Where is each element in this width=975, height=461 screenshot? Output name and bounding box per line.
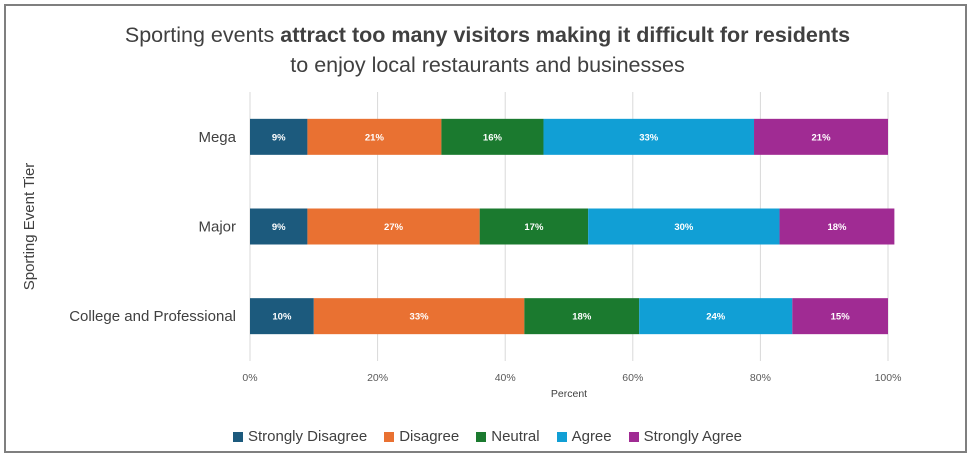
chart-title-part: Sporting events: [124, 23, 281, 47]
legend-label: Strongly Agree: [643, 428, 743, 445]
legend: Strongly Disagree Disagree Neutral Agree Str…: [6, 428, 969, 445]
x-tick-label: 100%: [875, 372, 902, 384]
y-category-label: College and Professional: [69, 308, 236, 325]
bar-segment: [479, 208, 589, 245]
bar-data-label: 30%: [674, 222, 694, 233]
chart-title-part: to enjoy local restaurants and businesse…: [290, 53, 685, 77]
bar-data-label: 21%: [365, 132, 385, 143]
bar-segment: [543, 118, 755, 155]
x-axis-label: Percent: [551, 388, 587, 400]
x-tick-labels: 0% 20% 40% 60% 80% 100%: [242, 372, 901, 384]
bar-data-label: 16%: [483, 132, 503, 143]
bar-data-label: 9%: [272, 222, 286, 233]
bar-segment: [250, 208, 308, 245]
y-category-labels: Mega Major College and Professional: [69, 129, 236, 325]
chart-frame: Sporting events attract too many visitor…: [4, 4, 967, 453]
legend-swatch: [476, 431, 487, 442]
x-tick-label: 60%: [622, 372, 643, 384]
bar-data-label: 27%: [384, 222, 404, 233]
legend-item: Disagree: [384, 428, 459, 445]
chart-title-part: attract too many visitors making it diff…: [280, 23, 851, 47]
bar-segment: [441, 118, 544, 155]
chart-title: Sporting events attract too many visitor…: [6, 20, 969, 80]
bar-data-label: 18%: [572, 312, 592, 323]
legend-label: Neutral: [491, 428, 540, 445]
bar-data-label: 10%: [272, 312, 292, 323]
bar-data-label: 17%: [524, 222, 544, 233]
legend-item: Neutral: [476, 428, 540, 445]
legend-swatch: [384, 431, 395, 442]
legend-label: Strongly Disagree: [247, 428, 368, 445]
legend-item: Agree: [556, 428, 612, 445]
legend-swatch: [232, 431, 243, 442]
bar-segment: [639, 298, 793, 335]
bar-segment: [524, 298, 640, 335]
bar-data-label: 9%: [272, 132, 286, 143]
bar-segment: [307, 208, 480, 245]
bar-data-label: 21%: [812, 132, 832, 143]
bar-data-label: 18%: [827, 222, 847, 233]
x-tick-label: 20%: [367, 372, 388, 384]
y-category-label: Major: [198, 219, 236, 236]
bar-data-label: 33%: [639, 132, 659, 143]
bar-segment: [792, 298, 888, 335]
legend-label: Disagree: [399, 428, 460, 445]
bar-segment: [779, 208, 895, 245]
y-axis-label: Sporting Event Tier: [21, 163, 38, 291]
legend-swatch: [628, 431, 639, 442]
stacked-bar-chart: 9% 21% 16% 33% 21% 9% 27% 17% 30% 18% 10% 33% 18% 24%…: [21, 92, 901, 400]
bar-segment: [250, 118, 308, 155]
legend-item: Strongly Agree: [628, 428, 743, 445]
x-tick-label: 0%: [242, 372, 257, 384]
bars: 9% 21% 16% 33% 21% 9% 27% 17% 30% 18% 10% 33% 18% 24%…: [250, 118, 895, 335]
bar-data-label: 15%: [831, 312, 851, 323]
x-tick-label: 40%: [495, 372, 516, 384]
bar-segment: [307, 118, 442, 155]
bar-data-label: 24%: [706, 312, 726, 323]
bar-segment: [250, 298, 314, 335]
bar-segment: [313, 298, 525, 335]
bar-segment: [588, 208, 780, 245]
legend-item: Strongly Disagree: [232, 428, 368, 445]
legend-label: Agree: [571, 428, 612, 445]
bar-segment: [754, 118, 888, 155]
y-category-label: Mega: [198, 129, 236, 146]
legend-swatch: [556, 431, 567, 442]
x-tick-label: 80%: [750, 372, 771, 384]
bar-data-label: 33%: [410, 312, 430, 323]
